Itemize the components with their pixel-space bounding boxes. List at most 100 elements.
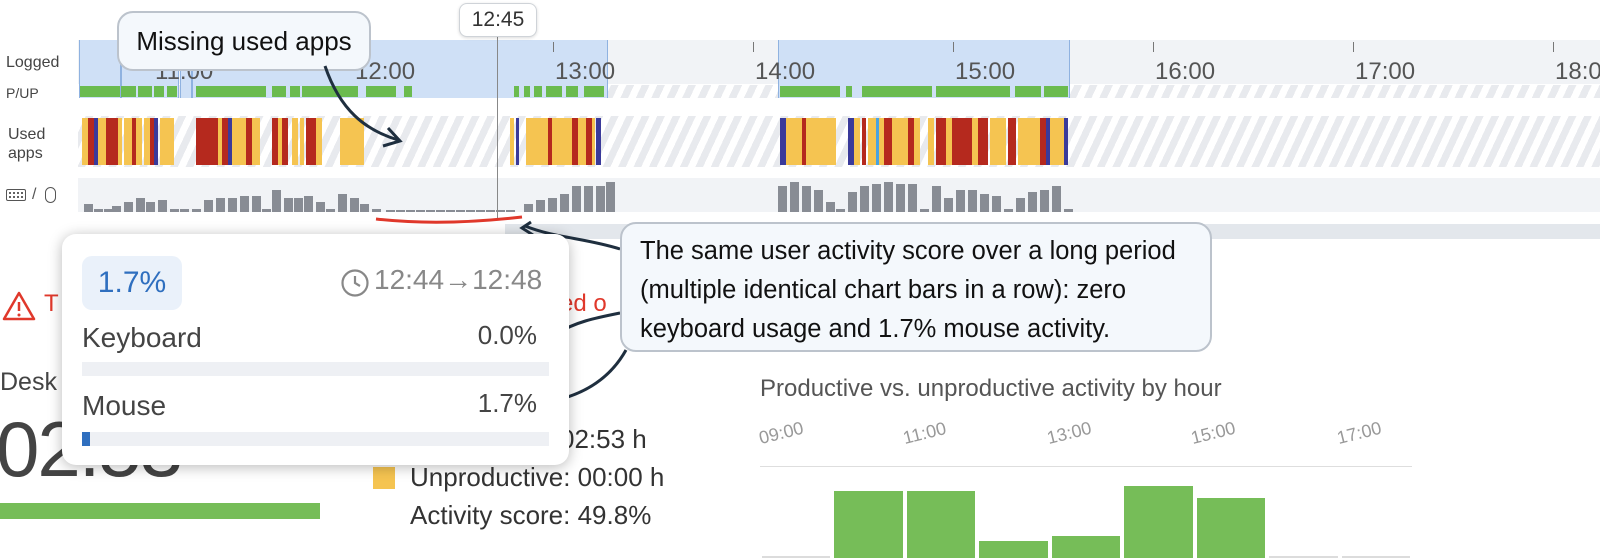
activity-bar[interactable] — [584, 186, 593, 212]
used-app-segment[interactable] — [586, 118, 592, 165]
activity-bar[interactable] — [1028, 192, 1037, 212]
pup-segment[interactable] — [936, 86, 1010, 97]
activity-bar[interactable] — [158, 200, 167, 212]
used-app-segment[interactable] — [272, 118, 278, 165]
activity-bar[interactable] — [406, 210, 415, 212]
used-app-segment[interactable] — [340, 118, 364, 165]
activity-bar[interactable] — [466, 210, 475, 212]
hourly-bar[interactable] — [1051, 535, 1121, 558]
activity-bar[interactable] — [104, 209, 113, 212]
activity-bar[interactable] — [814, 190, 823, 212]
used-app-segment[interactable] — [526, 118, 548, 165]
activity-bar[interactable] — [386, 210, 395, 212]
used-app-segment[interactable] — [306, 118, 316, 165]
activity-bar[interactable] — [326, 209, 335, 212]
activity-bar[interactable] — [1016, 198, 1025, 212]
pup-segment[interactable] — [862, 86, 932, 97]
used-app-segment[interactable] — [854, 118, 860, 165]
used-app-segment[interactable] — [282, 118, 288, 165]
activity-bar[interactable] — [84, 204, 93, 212]
pup-segment[interactable] — [138, 86, 152, 97]
pup-segment[interactable] — [514, 86, 519, 97]
used-app-segment[interactable] — [884, 118, 892, 165]
pup-segment[interactable] — [566, 86, 578, 97]
activity-bar[interactable] — [1040, 190, 1049, 212]
activity-bar[interactable] — [920, 209, 929, 212]
hourly-bar[interactable] — [906, 490, 976, 558]
used-app-segment[interactable] — [88, 118, 94, 165]
activity-bar[interactable] — [396, 210, 405, 212]
activity-bar[interactable] — [204, 200, 213, 212]
used-app-segment[interactable] — [222, 118, 228, 165]
used-app-segment[interactable] — [132, 118, 136, 165]
activity-bar[interactable] — [1064, 209, 1073, 212]
used-app-segment[interactable] — [806, 118, 826, 165]
used-app-segment[interactable] — [1008, 118, 1016, 165]
used-app-segment[interactable] — [596, 118, 601, 165]
pup-segment[interactable] — [80, 86, 120, 97]
pup-segment[interactable] — [154, 86, 164, 97]
used-app-segment[interactable] — [196, 118, 218, 165]
used-app-segment[interactable] — [1018, 118, 1040, 165]
activity-bar[interactable] — [790, 182, 799, 212]
activity-bar[interactable] — [536, 200, 545, 212]
activity-bar[interactable] — [884, 182, 893, 212]
activity-bar[interactable] — [836, 209, 845, 212]
used-app-segment[interactable] — [278, 118, 282, 165]
hourly-bar[interactable] — [834, 490, 903, 558]
activity-bar[interactable] — [136, 198, 145, 212]
activity-bar[interactable] — [294, 198, 303, 212]
activity-bar[interactable] — [228, 198, 237, 212]
used-app-segment[interactable] — [106, 118, 118, 165]
pup-segment[interactable] — [524, 86, 530, 97]
hourly-bar[interactable] — [762, 556, 831, 558]
used-app-segment[interactable] — [786, 118, 802, 165]
activity-bar[interactable] — [548, 198, 557, 212]
activity-bar[interactable] — [560, 194, 569, 212]
activity-bar[interactable] — [896, 184, 905, 212]
activity-bar[interactable] — [350, 198, 359, 212]
used-app-segment[interactable] — [144, 118, 150, 165]
time-cursor-line[interactable] — [497, 34, 498, 219]
activity-bar[interactable] — [304, 196, 313, 212]
used-app-segment[interactable] — [892, 118, 908, 165]
activity-bar[interactable] — [860, 186, 869, 212]
used-app-segment[interactable] — [136, 118, 142, 165]
used-app-segment[interactable] — [150, 118, 154, 165]
used-app-segment[interactable] — [936, 118, 946, 165]
used-app-segment[interactable] — [82, 118, 88, 165]
activity-bar[interactable] — [872, 184, 881, 212]
activity-bar[interactable] — [802, 186, 811, 212]
used-app-segment[interactable] — [252, 118, 260, 165]
used-app-segment[interactable] — [510, 118, 514, 165]
activity-bar[interactable] — [596, 186, 605, 212]
activity-bar[interactable] — [944, 198, 953, 212]
activity-bar[interactable] — [284, 198, 293, 212]
used-app-segment[interactable] — [952, 118, 972, 165]
used-app-segment[interactable] — [802, 118, 806, 165]
used-app-segment[interactable] — [848, 118, 854, 165]
activity-bar[interactable] — [426, 210, 435, 212]
used-app-segment[interactable] — [1064, 118, 1068, 165]
activity-bar[interactable] — [252, 196, 261, 212]
pup-segment[interactable] — [302, 86, 358, 97]
activity-bar[interactable] — [932, 186, 941, 212]
used-app-segment[interactable] — [1050, 118, 1064, 165]
used-app-segment[interactable] — [292, 118, 298, 165]
pup-segment[interactable] — [780, 86, 840, 97]
pup-segment[interactable] — [272, 86, 286, 97]
activity-bar[interactable] — [980, 194, 989, 212]
activity-bar[interactable] — [170, 209, 179, 212]
pup-segment[interactable] — [121, 86, 136, 97]
activity-bar[interactable] — [416, 210, 425, 212]
used-app-segment[interactable] — [316, 118, 322, 165]
used-app-segment[interactable] — [124, 118, 132, 165]
activity-bar[interactable] — [572, 186, 581, 212]
activity-bar[interactable] — [524, 204, 533, 212]
used-app-segment[interactable] — [160, 118, 174, 165]
activity-bar[interactable] — [1004, 209, 1013, 212]
activity-bar[interactable] — [240, 196, 249, 212]
hourly-bar[interactable] — [1341, 556, 1410, 558]
activity-bar[interactable] — [316, 202, 325, 212]
pup-segment[interactable] — [534, 86, 542, 97]
